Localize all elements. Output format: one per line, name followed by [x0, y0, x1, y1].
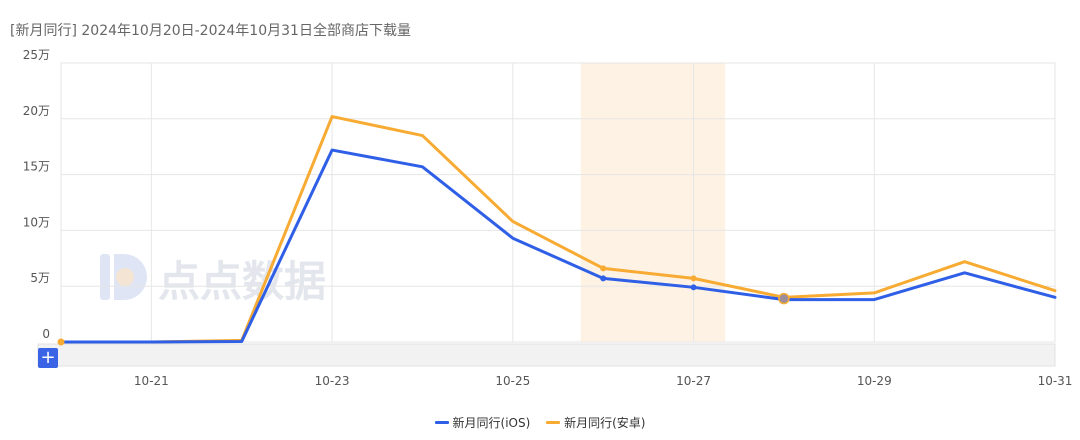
series-line-android	[59, 115, 1057, 344]
y-tick-label: 0	[42, 327, 50, 341]
legend-swatch-ios	[434, 421, 449, 424]
data-point-ios[interactable]	[690, 284, 697, 291]
y-tick-label: 25万	[23, 48, 50, 62]
x-tick-label: 10-27	[676, 374, 711, 388]
data-point-android[interactable]	[57, 338, 65, 346]
watermark-text: 点点数据	[158, 257, 326, 306]
legend: 新月同行(iOS) 新月同行(安卓)	[0, 413, 1080, 431]
data-point-ios[interactable]	[600, 275, 607, 282]
x-tick-label: 10-23	[315, 374, 350, 388]
series-line-ios	[59, 148, 1057, 344]
series-layer	[59, 115, 1057, 344]
y-tick-label: 20万	[23, 104, 50, 118]
legend-swatch-android	[546, 421, 561, 424]
x-tick-label: 10-31	[1038, 374, 1073, 388]
x-axis-ticks: 10-21 10-23 10-25 10-27 10-29 10-31	[134, 374, 1073, 388]
marker-layer	[57, 265, 790, 346]
highlight-band	[580, 63, 726, 342]
x-tick-label: 10-25	[495, 374, 530, 388]
diandian-logo-icon	[100, 254, 147, 300]
legend-item-android[interactable]: 新月同行(安卓)	[546, 414, 645, 431]
y-axis-ticks: 0 5万 10万 15万 20万 25万	[23, 48, 50, 341]
watermark: 点点数据	[100, 254, 326, 306]
y-tick-label: 5万	[30, 271, 50, 285]
data-point-android[interactable]	[690, 275, 697, 282]
y-tick-label: 15万	[23, 160, 50, 174]
legend-label-android: 新月同行(安卓)	[564, 416, 646, 430]
grid-layer	[60, 62, 1056, 343]
data-point-android[interactable]	[600, 265, 607, 272]
chart-title: [新月同行] 2024年10月20日-2024年10月31日全部商店下载量	[10, 23, 411, 39]
data-point-overlap[interactable]	[778, 292, 790, 305]
y-tick-label: 10万	[23, 215, 50, 229]
plus-icon: +	[40, 347, 56, 368]
x-tick-label: 10-29	[857, 374, 892, 388]
x-tick-label: 10-21	[134, 374, 169, 388]
zoom-bar[interactable]	[37, 343, 1056, 367]
legend-label-ios: 新月同行(iOS)	[452, 416, 531, 430]
highlight-band-layer	[580, 63, 726, 342]
legend-item-ios[interactable]: 新月同行(iOS)	[434, 414, 531, 431]
zoom-expand-button[interactable]: +	[38, 348, 58, 368]
